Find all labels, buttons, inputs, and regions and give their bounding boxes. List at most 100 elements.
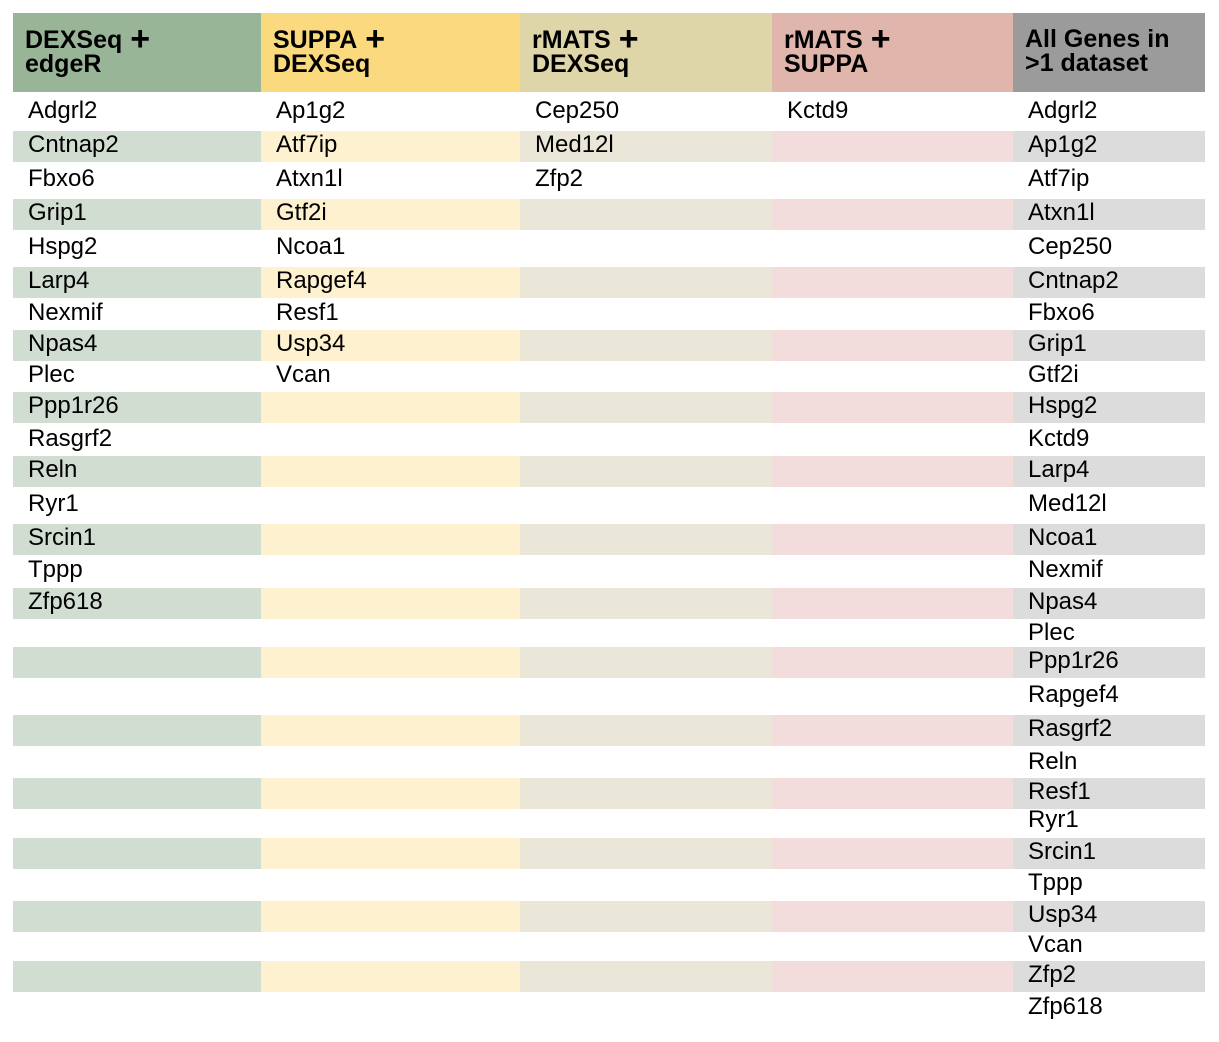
row-stripe <box>520 901 772 932</box>
row-stripe <box>13 838 261 869</box>
gene-cell: Ncoa1 <box>276 233 346 260</box>
gene-cell: Gtf2i <box>276 199 327 226</box>
gene-cell: Med12l <box>1028 490 1107 517</box>
gene-cell: Resf1 <box>276 299 339 326</box>
gene-cell: Cntnap2 <box>1028 267 1119 294</box>
row-stripe <box>261 838 520 869</box>
row-stripe <box>772 901 1013 932</box>
gene-cell: Ryr1 <box>1028 806 1079 833</box>
row-stripe <box>1013 199 1205 230</box>
gene-cell: Cntnap2 <box>28 131 119 158</box>
row-stripe <box>261 961 520 992</box>
row-stripe <box>261 267 520 298</box>
row-stripe <box>1013 267 1205 298</box>
gene-cell: Zfp618 <box>1028 993 1103 1020</box>
gene-cell: Larp4 <box>28 267 90 294</box>
row-stripe <box>13 330 261 361</box>
row-stripe <box>1013 131 1205 162</box>
gene-cell: Ppp1r26 <box>28 392 119 419</box>
gene-cell: Atxn1l <box>276 165 343 192</box>
column-header-title: All Genes in <box>1025 25 1170 53</box>
row-stripe <box>13 456 261 487</box>
gene-cell: Nexmif <box>28 299 103 326</box>
row-stripe <box>1013 778 1205 809</box>
gene-cell: Nexmif <box>1028 556 1103 583</box>
row-stripe <box>772 524 1013 555</box>
row-stripe <box>772 267 1013 298</box>
row-stripe <box>261 715 520 746</box>
gene-cell: Srcin1 <box>28 524 97 551</box>
row-stripe <box>520 588 772 619</box>
column-header: SUPPA + DEXSeq <box>261 13 520 92</box>
row-stripe <box>1013 647 1205 678</box>
row-stripe <box>772 131 1013 162</box>
row-stripe <box>261 199 520 230</box>
gene-cell: Atxn1l <box>1028 199 1095 226</box>
column-header-line1: rMATS + <box>784 22 1013 56</box>
row-stripe <box>13 392 261 423</box>
gene-cell: Usp34 <box>1028 901 1098 928</box>
column-header: All Genes in >1 dataset <box>1013 13 1205 92</box>
gene-cell: Srcin1 <box>1028 838 1097 865</box>
row-stripe <box>520 199 772 230</box>
row-stripe <box>772 330 1013 361</box>
gene-cell: Reln <box>1028 748 1078 775</box>
row-stripe <box>261 330 520 361</box>
column-header-line1: rMATS + <box>532 22 772 56</box>
gene-cell: Vcan <box>1028 931 1083 958</box>
row-stripe <box>520 330 772 361</box>
gene-cell: Npas4 <box>28 330 98 357</box>
row-stripe <box>13 131 261 162</box>
gene-cell: Ap1g2 <box>1028 131 1098 158</box>
gene-cell: Tppp <box>1028 869 1083 896</box>
gene-cell: Med12l <box>535 131 614 158</box>
row-stripe <box>1013 838 1205 869</box>
plus-sign: + <box>130 20 151 58</box>
row-stripe <box>520 961 772 992</box>
column-header: DEXSeq + edgeR <box>13 13 261 92</box>
column-header-line2: DEXSeq <box>532 50 630 78</box>
row-stripe <box>13 901 261 932</box>
gene-cell: Adgrl2 <box>28 97 98 124</box>
row-stripe <box>772 715 1013 746</box>
row-stripe <box>1013 901 1205 932</box>
plus-sign: + <box>870 20 891 58</box>
gene-cell: Plec <box>1028 619 1075 646</box>
row-stripe <box>261 647 520 678</box>
row-stripe <box>772 456 1013 487</box>
row-stripe <box>1013 715 1205 746</box>
gene-cell: Rapgef4 <box>276 267 367 294</box>
gene-cell: Grip1 <box>1028 330 1087 357</box>
row-stripe <box>261 456 520 487</box>
row-stripe <box>13 588 261 619</box>
row-stripe <box>1013 961 1205 992</box>
column-header: rMATS + DEXSeq <box>520 13 772 92</box>
gene-overlap-table: DEXSeq + edgeR Adgrl2 Cntnap2 Fbxo6 Grip1 Hspg2… <box>13 13 1205 1024</box>
row-stripe <box>13 715 261 746</box>
column-header-title: DEXSeq <box>25 26 123 54</box>
row-stripe <box>13 267 261 298</box>
row-stripe <box>1013 392 1205 423</box>
column-header-title: SUPPA <box>273 26 358 54</box>
gene-cell: Plec <box>28 361 75 388</box>
gene-cell: Cep250 <box>1028 233 1113 260</box>
gene-cell: Rasgrf2 <box>28 425 113 452</box>
gene-cell: Ppp1r26 <box>1028 647 1119 674</box>
column-header-line1: DEXSeq + <box>25 22 261 56</box>
row-stripe <box>772 838 1013 869</box>
gene-cell: Fbxo6 <box>28 165 95 192</box>
row-stripe <box>520 524 772 555</box>
row-stripe <box>772 392 1013 423</box>
gene-cell: Tppp <box>28 556 83 583</box>
gene-cell: Hspg2 <box>28 233 98 260</box>
row-stripe <box>1013 330 1205 361</box>
gene-cell: Larp4 <box>1028 456 1090 483</box>
row-stripe <box>1013 588 1205 619</box>
column-header-title: rMATS <box>532 26 611 54</box>
gene-cell: Grip1 <box>28 199 87 226</box>
gene-cell: Usp34 <box>276 330 346 357</box>
column-header: rMATS + SUPPA <box>772 13 1013 92</box>
column-header-line1: All Genes in <box>1025 25 1205 53</box>
column-header-line2: edgeR <box>25 50 102 78</box>
gene-cell: Ncoa1 <box>1028 524 1098 551</box>
